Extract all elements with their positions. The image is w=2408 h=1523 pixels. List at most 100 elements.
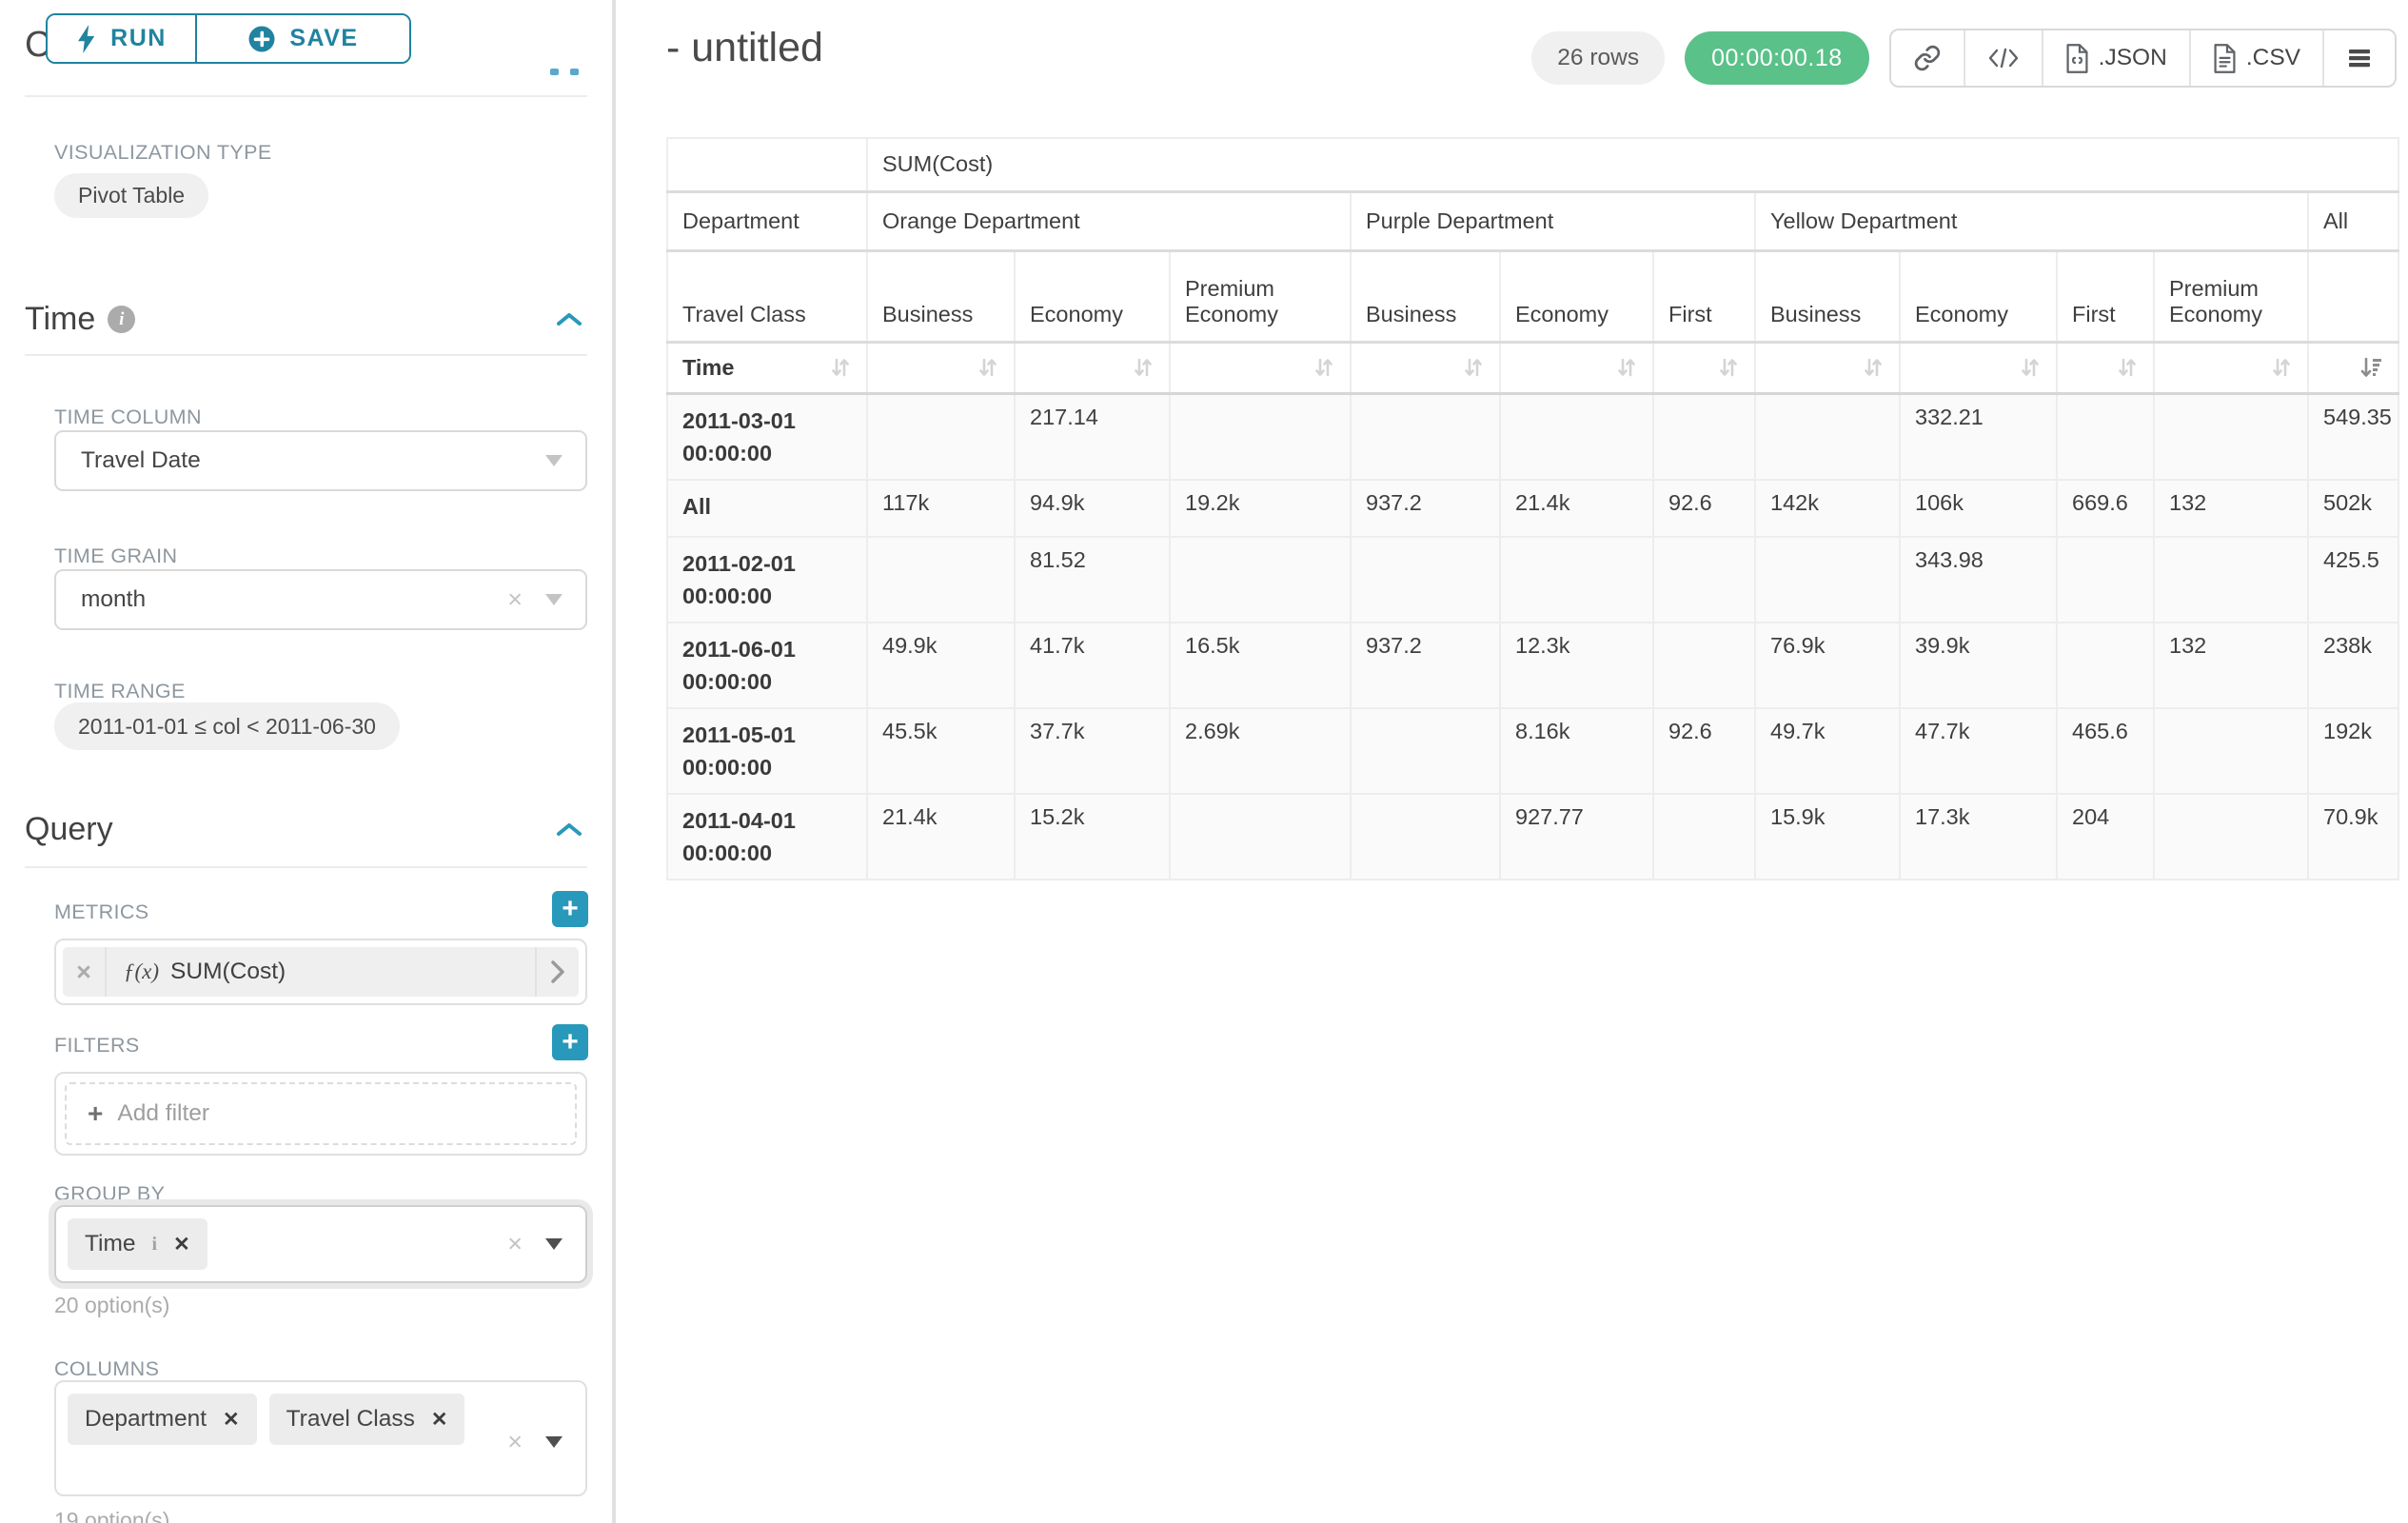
sort-cell[interactable] [1899,341,2058,395]
pivot-cell: 15.9k [1754,792,1901,881]
pivot-cell: 15.2k [1014,792,1171,881]
pivot-cell: 92.6 [1652,478,1756,538]
drag-handle-dot[interactable] [550,69,559,75]
view-query-button[interactable] [1963,30,2042,86]
drag-handle-dot[interactable] [570,69,579,75]
pivot-cell [1350,706,1501,796]
pivot-cell: 217.14 [1014,392,1171,481]
chevron-up-icon[interactable] [555,821,583,840]
chevron-down-icon [545,594,563,605]
clear-icon[interactable]: × [507,584,523,614]
sort-cell[interactable] [1499,341,1654,395]
chevron-down-icon [545,455,563,466]
add-metric-button[interactable]: + [552,891,588,927]
columns-pill-label: Travel Class [286,1406,415,1432]
clear-icon[interactable]: × [507,1229,523,1258]
sub-column-row: Travel Class Business Economy Premium Ec… [666,249,2400,344]
export-csv-button[interactable]: .CSV [2188,30,2322,86]
group-by-select[interactable]: Time i ✕ × [54,1205,587,1283]
sort-cell[interactable] [2056,341,2155,395]
sort-cell[interactable] [1652,341,1756,395]
csv-button-label: .CSV [2245,45,2300,70]
pivot-cell: 502k [2306,478,2400,538]
pivot-cell: 204 [2056,792,2155,881]
file-csv-icon [2213,43,2237,73]
sort-icon [977,356,999,379]
pivot-cell: 2.69k [1169,706,1352,796]
column-group-row: Department Orange Department Purple Depa… [666,190,2400,252]
sort-icon [1862,356,1885,379]
sort-cell[interactable] [1169,341,1352,395]
pivot-cell [1652,621,1756,709]
metric-header: SUM(Cost) [865,137,2400,193]
row-label: 2011-06-01 00:00:00 [666,621,868,709]
pivot-cell: 17.3k [1899,792,2058,881]
time-range-pill[interactable]: 2011-01-01 ≤ col < 2011-06-30 [54,702,400,750]
chevron-down-icon [545,1238,563,1250]
clear-icon[interactable]: × [507,1427,523,1456]
row-count-badge: 26 rows [1531,31,1666,85]
metric-pill[interactable]: × ƒ(x) SUM(Cost) [63,947,579,997]
group-by-pill[interactable]: Time i ✕ [68,1218,207,1270]
columns-pill[interactable]: Department ✕ [68,1394,257,1445]
sort-icon [2270,356,2293,379]
sort-cell[interactable] [1350,341,1501,395]
pivot-cell: 16.5k [1169,621,1352,709]
close-icon[interactable]: ✕ [223,1408,240,1431]
share-link-button[interactable] [1891,30,1964,86]
pivot-row: 2011-03-01 00:00:00 217.14 332.21 549.35 [666,392,2400,481]
pivot-cell [1652,535,1756,623]
save-button-label: SAVE [289,25,359,51]
remove-metric-icon[interactable]: × [63,947,107,997]
more-menu-button[interactable] [2322,30,2395,86]
sort-cell[interactable] [2153,341,2309,395]
time-grain-select[interactable]: month × [54,569,587,630]
sub-col-header: Business [1350,249,1501,344]
pivot-cell: 132 [2153,621,2309,709]
pivot-cell: 49.9k [866,621,1016,709]
sort-cell[interactable] [866,341,1016,395]
time-column-select[interactable]: Travel Date [54,430,587,491]
group-by-label: GROUP BY [54,1182,166,1205]
columns-pill[interactable]: Travel Class ✕ [268,1394,465,1445]
row-label: 2011-05-01 00:00:00 [666,706,868,796]
close-icon[interactable]: ✕ [173,1233,190,1256]
sort-icon [1717,356,1740,379]
close-icon[interactable]: ✕ [430,1408,448,1431]
pivot-cell: 47.7k [1899,706,2058,796]
time-sort-header[interactable]: Time [666,341,868,395]
sort-cell[interactable] [1754,341,1901,395]
visualization-type-pill[interactable]: Pivot Table [54,173,209,218]
sort-cell[interactable] [1014,341,1171,395]
pivot-cell [2056,621,2155,709]
chevron-up-icon[interactable] [555,310,583,329]
panel-resize-divider[interactable] [612,0,616,1523]
run-button[interactable]: RUN [48,15,195,62]
chart-title[interactable]: - untitled [666,25,823,70]
metric-main: ƒ(x) SUM(Cost) [107,947,535,997]
row-label: 2011-04-01 00:00:00 [666,792,868,881]
pivot-cell: 937.2 [1350,478,1501,538]
add-filter-plus-button[interactable]: + [552,1024,588,1060]
add-filter-button[interactable]: + Add filter [65,1082,577,1145]
row-label: 2011-03-01 00:00:00 [666,392,868,481]
run-save-button-group: RUN SAVE [46,13,411,64]
divider [25,866,587,868]
sort-descending-active-cell[interactable] [2306,341,2400,395]
visualization-type-label: VISUALIZATION TYPE [54,141,272,164]
sort-icon [1615,356,1638,379]
pivot-cell [1499,535,1654,623]
sort-icon [1313,356,1335,379]
sort-amount-desc-icon [2359,356,2383,379]
pivot-row: 2011-06-01 00:00:00 49.9k 41.7k 16.5k 937.2 1… [666,621,2400,709]
pivot-cell [1754,392,1901,481]
chevron-right-icon[interactable] [535,947,579,997]
export-json-button[interactable]: .JSON [2041,30,2189,86]
sub-col-header: Economy [1499,249,1654,344]
columns-select[interactable]: Department ✕ Travel Class ✕ × [54,1380,587,1496]
query-timer-badge: 00:00:00.18 [1685,31,1869,85]
pivot-cell: 106k [1899,478,2058,538]
pivot-cell: 12.3k [1499,621,1654,709]
row-dim-header: Department [666,190,868,252]
save-button[interactable]: SAVE [195,15,409,62]
